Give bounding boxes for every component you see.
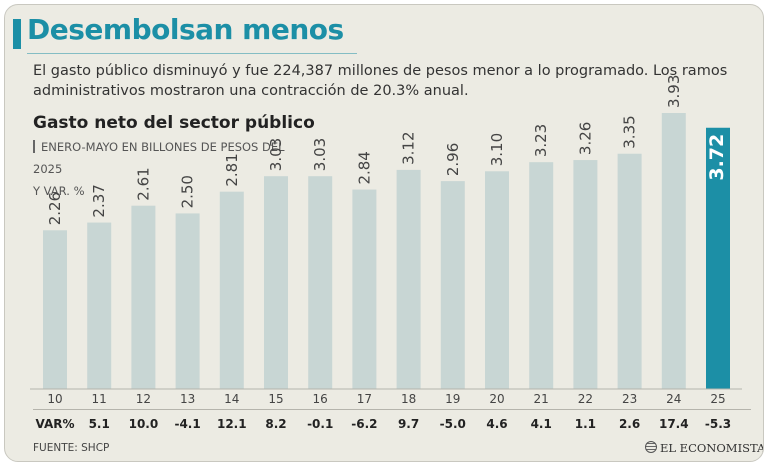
bar-15 <box>264 176 288 389</box>
x-tick-10: 10 <box>47 392 62 406</box>
title-underline <box>27 53 357 54</box>
value-label-11: 2.37 <box>90 184 108 217</box>
x-tick-11: 11 <box>92 392 107 406</box>
var-value-23: 2.6 <box>619 417 640 431</box>
publisher-logo-text: EL ECONOMISTA <box>660 441 764 455</box>
value-label-10: 2.26 <box>46 192 64 225</box>
x-tick-22: 22 <box>578 392 593 406</box>
subtitle-bar-mark <box>33 140 35 153</box>
value-label-25: 3.72 <box>706 134 728 181</box>
bar-18 <box>396 169 421 389</box>
chart-title: Gasto neto del sector público <box>33 113 315 133</box>
value-label-12: 2.61 <box>134 167 152 200</box>
var-value-19: -5.0 <box>440 417 466 431</box>
bar-17 <box>352 189 377 389</box>
var-row-label: VAR% <box>35 417 74 431</box>
x-tick-13: 13 <box>180 392 195 406</box>
var-value-22: 1.1 <box>575 417 596 431</box>
x-tick-12: 12 <box>136 392 151 406</box>
var-value-25: -5.3 <box>705 417 731 431</box>
bar-22 <box>573 160 598 389</box>
value-label-13: 2.50 <box>179 175 197 208</box>
x-tick-24: 24 <box>666 392 681 406</box>
bar-16 <box>308 176 333 389</box>
var-value-24: 17.4 <box>659 417 689 431</box>
value-label-17: 2.84 <box>355 151 373 184</box>
value-label-18: 3.12 <box>400 131 418 164</box>
summary-text: El gasto público disminuyó y fue 224,387… <box>33 63 728 99</box>
bar-24 <box>661 113 686 389</box>
var-value-17: -6.2 <box>351 417 377 431</box>
chart-subtitle-line1: ENERO-MAYO EN BILLONES DE PESOS DEL 2025 <box>33 140 285 176</box>
bar-20 <box>485 171 509 389</box>
var-value-18: 9.7 <box>398 417 419 431</box>
var-value-13: -4.1 <box>174 417 200 431</box>
value-label-20: 3.10 <box>488 133 506 166</box>
value-label-19: 2.96 <box>444 143 462 176</box>
bar-14 <box>219 191 244 389</box>
x-tick-23: 23 <box>622 392 637 406</box>
var-value-15: 8.2 <box>265 417 286 431</box>
globe-icon <box>645 441 657 453</box>
var-value-21: 4.1 <box>531 417 552 431</box>
chart-subtitle: ENERO-MAYO EN BILLONES DE PESOS DEL 2025… <box>33 136 303 202</box>
value-label-21: 3.23 <box>532 124 550 157</box>
x-tick-17: 17 <box>357 392 372 406</box>
x-tick-20: 20 <box>489 392 504 406</box>
x-tick-14: 14 <box>224 392 239 406</box>
var-value-16: -0.1 <box>307 417 333 431</box>
var-value-20: 4.6 <box>486 417 507 431</box>
bar-23 <box>617 153 642 389</box>
bar-10 <box>43 230 67 389</box>
var-value-14: 12.1 <box>217 417 247 431</box>
bar-12 <box>131 205 156 389</box>
bar-21 <box>529 162 554 389</box>
var-value-11: 5.1 <box>89 417 110 431</box>
bar-19 <box>440 181 465 389</box>
bar-13 <box>175 213 200 389</box>
x-tick-15: 15 <box>268 392 283 406</box>
var-value-12: 10.0 <box>129 417 159 431</box>
bar-25 <box>706 127 730 389</box>
chart-subtitle-line2: Y VAR. % <box>33 184 85 198</box>
value-label-22: 3.26 <box>576 122 594 155</box>
value-label-24: 3.93 <box>665 75 683 108</box>
x-tick-19: 19 <box>445 392 460 406</box>
value-label-16: 3.03 <box>311 138 329 171</box>
x-tick-18: 18 <box>401 392 416 406</box>
x-tick-16: 16 <box>313 392 328 406</box>
var-row-divider <box>33 409 751 410</box>
x-tick-21: 21 <box>534 392 549 406</box>
publisher-logo: EL ECONOMISTA <box>645 441 764 455</box>
page-title: Desembolsan menos <box>27 13 344 46</box>
source-note: FUENTE: SHCP <box>33 442 110 454</box>
x-tick-25: 25 <box>710 392 725 406</box>
value-label-23: 3.35 <box>621 115 639 148</box>
bar-11 <box>87 222 112 389</box>
value-label-14: 2.81 <box>223 153 241 186</box>
value-label-15: 3.03 <box>267 138 285 171</box>
title-accent-bar <box>13 19 21 49</box>
